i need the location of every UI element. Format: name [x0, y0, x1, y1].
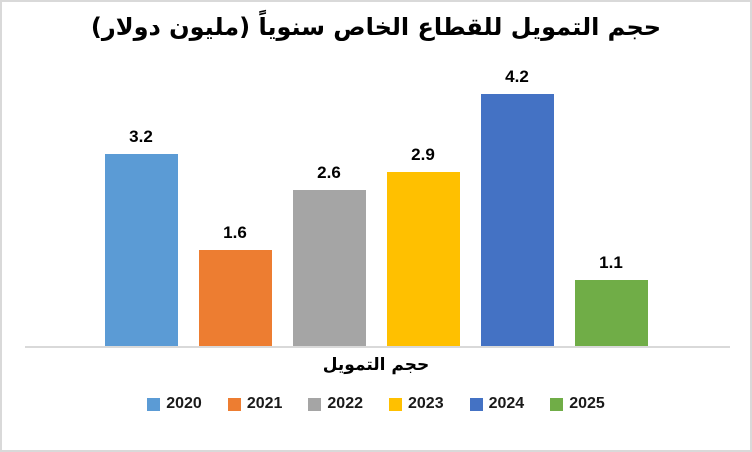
bars-container: 3.2 1.6 2.6 2.9 4.2 1.1	[2, 56, 750, 346]
legend-item-2025: 2025	[550, 395, 605, 413]
legend-swatch-2021	[227, 397, 241, 411]
bar-2024	[480, 94, 554, 346]
bar-2022	[292, 190, 366, 346]
bar-group-2020: 3.2	[104, 127, 178, 346]
bar-value-label-2021: 1.6	[223, 223, 247, 242]
bar-value-label-2024: 4.2	[505, 67, 529, 86]
legend-item-2023: 2023	[389, 395, 444, 413]
legend-item-2020: 2020	[147, 395, 202, 413]
legend-label-2022: 2022	[327, 395, 363, 412]
plot-area: 3.2 1.6 2.6 2.9 4.2 1.1	[2, 58, 750, 348]
legend-item-2022: 2022	[308, 395, 363, 413]
chart-title: حجم التمويل للقطاع الخاص سنوياً (مليون د…	[90, 13, 662, 41]
bar-group-2021: 1.6	[198, 223, 272, 346]
legend-swatch-2020	[147, 397, 161, 411]
legend-swatch-2025	[550, 397, 564, 411]
bar-2020	[104, 154, 178, 346]
bar-group-2023: 2.9	[386, 145, 460, 346]
bar-group-2025: 1.1	[574, 253, 648, 346]
bar-value-label-2025: 1.1	[599, 253, 623, 272]
bar-value-label-2022: 2.6	[317, 163, 341, 182]
bar-2025	[574, 280, 648, 346]
bar-2023	[386, 172, 460, 346]
bar-value-label-2020: 3.2	[129, 127, 153, 146]
legend-label-2025: 2025	[569, 395, 605, 412]
bar-value-label-2023: 2.9	[411, 145, 435, 164]
bar-group-2022: 2.6	[292, 163, 366, 346]
legend-label-2020: 2020	[166, 395, 202, 412]
x-axis-line	[25, 346, 730, 348]
legend: 2020 2021 2022 2023 2024 2025	[2, 395, 750, 413]
legend-label-2023: 2023	[408, 395, 444, 412]
legend-swatch-2023	[389, 397, 402, 411]
bar-2021	[198, 250, 272, 346]
legend-item-2021: 2021	[227, 395, 283, 413]
legend-label-2021: 2021	[246, 395, 283, 412]
legend-item-2024: 2024	[469, 395, 525, 413]
legend-swatch-2024	[469, 397, 483, 411]
legend-label-2024: 2024	[488, 395, 525, 412]
bar-group-2024: 4.2	[480, 67, 554, 346]
legend-swatch-2022	[308, 397, 322, 411]
x-axis-title: حجم التمويل	[322, 355, 430, 375]
